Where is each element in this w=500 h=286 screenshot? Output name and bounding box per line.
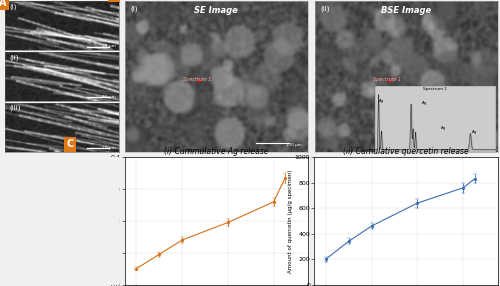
Text: (ii): (ii) [320,6,330,12]
Text: (i): (i) [10,3,17,10]
Text: (iii): (iii) [10,105,21,111]
Text: 100 μm: 100 μm [476,143,492,147]
Text: 100 μm: 100 μm [286,143,302,147]
Text: Spectrum 1: Spectrum 1 [184,77,212,82]
Text: SE Image: SE Image [194,6,238,15]
Text: 10 μm: 10 μm [102,146,116,150]
Title: (i) Cummulative Ag release: (i) Cummulative Ag release [164,148,268,156]
Text: C: C [66,139,73,149]
Text: BSE Image: BSE Image [381,6,431,15]
Text: (i): (i) [130,6,138,12]
Text: Spectrum 1: Spectrum 1 [374,77,402,82]
Text: (ii): (ii) [10,54,19,61]
Y-axis label: Amount of quercetin (μg/g specimen): Amount of quercetin (μg/g specimen) [288,169,294,273]
Text: 10 μm: 10 μm [102,95,116,99]
Y-axis label: Amount of Ag (μg/g specimen): Amount of Ag (μg/g specimen) [104,178,110,263]
Title: (ii) Cumulative quercetin release: (ii) Cumulative quercetin release [343,148,469,156]
Text: A: A [0,0,6,7]
Text: 10 μm: 10 μm [102,44,116,48]
